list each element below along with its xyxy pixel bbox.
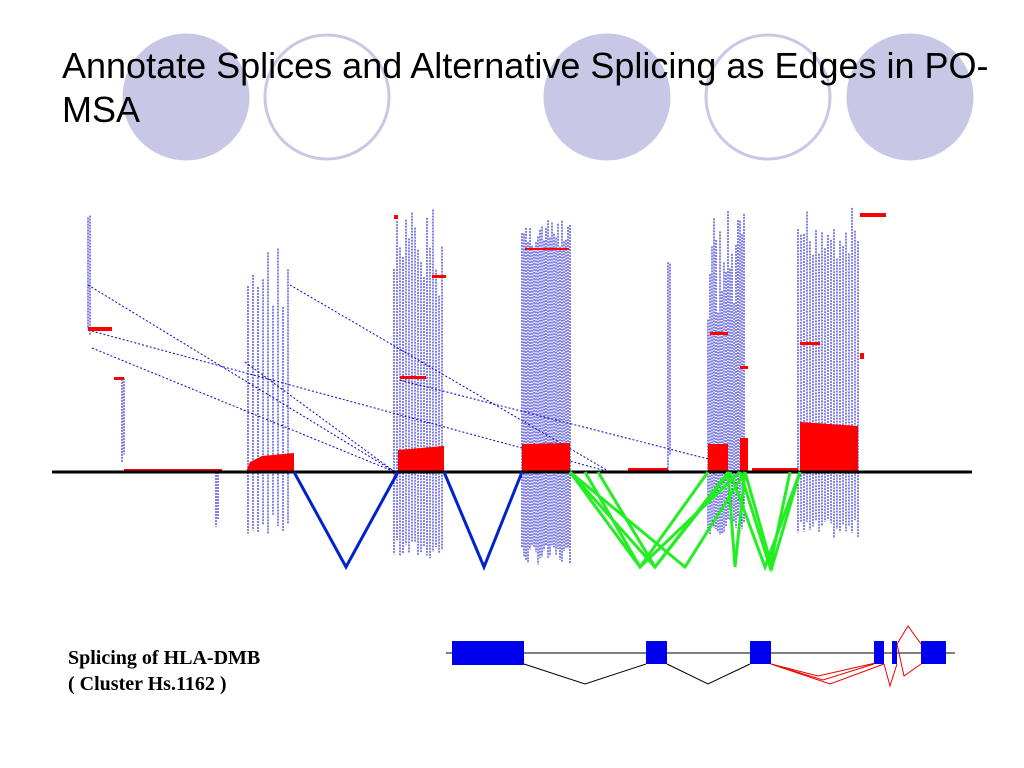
alternative-splice-edge-8 — [743, 471, 802, 573]
alternative-intron-4 — [883, 663, 898, 688]
sequence-end-markers — [88, 213, 886, 380]
end-marker-11 — [800, 342, 820, 345]
coverage-exon-2 — [398, 446, 444, 472]
intron-2 — [666, 663, 751, 685]
end-marker-6 — [394, 215, 398, 219]
alternative-intron-connectors — [770, 625, 922, 688]
exon-5 — [892, 641, 897, 664]
coverage-exon-3 — [522, 443, 570, 472]
slide-title: Annotate Splices and Alternative Splicin… — [62, 45, 989, 130]
alternative-splice-edge-1 — [568, 471, 710, 570]
exon-2 — [646, 641, 667, 664]
alternative-splice-edge-3 — [583, 470, 742, 570]
decor-circle-4 — [704, 33, 832, 161]
end-marker-5 — [860, 213, 886, 217]
exon-4 — [874, 641, 884, 664]
diagonal-link-3 — [91, 347, 396, 473]
end-marker-4 — [432, 275, 446, 278]
po-msa-splicing-diagram — [52, 207, 972, 573]
end-marker-7 — [740, 366, 748, 369]
coverage-exon-1 — [246, 453, 294, 472]
alternative-intron-6 — [896, 643, 922, 677]
alternative-intron-2 — [770, 663, 885, 685]
decor-circle-3 — [543, 33, 671, 161]
end-marker-2 — [114, 377, 124, 380]
end-marker-9 — [525, 248, 569, 250]
decorative-circles — [122, 33, 974, 161]
constitutive-splice-edges — [292, 471, 524, 571]
diagonal-link-5 — [399, 379, 721, 463]
gene-caption: Splicing of HLA-DMB ( Cluster Hs.1162 ) — [68, 645, 260, 697]
alternative-splice-edge-4 — [569, 470, 747, 570]
alignment-sequence-lines — [87, 207, 859, 565]
coverage-exon-4a — [708, 444, 728, 472]
end-marker-1 — [88, 327, 112, 331]
exon-3 — [750, 641, 771, 664]
gene-exons — [452, 641, 946, 665]
constitutive-splice-edge-2 — [442, 471, 524, 571]
decor-circle-5 — [846, 33, 974, 161]
end-marker-3 — [400, 376, 426, 379]
alternative-splice-edge-9 — [738, 471, 792, 573]
alternative-splice-edge-5 — [596, 471, 730, 570]
coverage-exon-5 — [800, 422, 858, 472]
decor-circle-1 — [122, 33, 250, 161]
exon-coverage-blocks — [124, 422, 858, 472]
caption-cluster-id: ( Cluster Hs.1162 ) — [68, 673, 227, 695]
constitutive-splice-edge-1 — [292, 471, 400, 571]
coverage-exon-4b — [740, 438, 748, 472]
alignment-diagonal-links — [87, 284, 721, 473]
intron-connectors — [523, 663, 751, 685]
diagonal-link-4 — [289, 284, 611, 473]
alternative-splice-edges — [568, 470, 802, 573]
exon-6 — [921, 641, 946, 664]
end-marker-8 — [860, 353, 864, 359]
diagonal-link-6 — [244, 361, 396, 473]
exon-1 — [452, 641, 524, 665]
alternative-splice-edge-7 — [728, 471, 802, 572]
diagonal-link-1 — [87, 284, 396, 473]
alternative-intron-5 — [896, 625, 922, 645]
alternative-intron-1 — [770, 663, 875, 681]
caption-gene-name: Splicing of HLA-DMB — [68, 647, 261, 669]
alternative-intron-3 — [770, 661, 881, 677]
end-marker-10 — [710, 332, 728, 335]
intron-1 — [523, 663, 647, 685]
decor-circle-2 — [263, 33, 391, 161]
gene-structure-model — [446, 625, 955, 688]
